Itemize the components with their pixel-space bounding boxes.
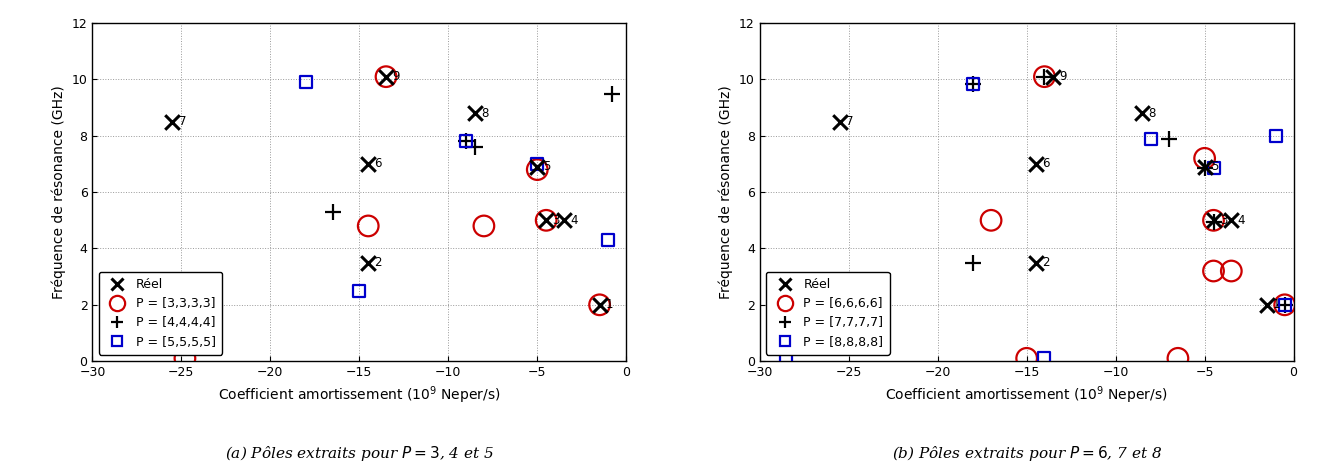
Point — [962, 259, 983, 266]
Point — [1274, 301, 1295, 308]
Point — [553, 217, 574, 224]
Point — [296, 79, 317, 86]
Text: 7: 7 — [846, 115, 854, 128]
Point — [474, 222, 495, 230]
Point — [1203, 217, 1224, 224]
Text: 1: 1 — [606, 298, 614, 311]
Point — [1195, 155, 1216, 162]
Point — [1195, 163, 1216, 170]
Point — [589, 301, 610, 308]
Point — [527, 163, 548, 170]
Point — [465, 110, 486, 117]
Text: 4: 4 — [1238, 214, 1245, 227]
Text: 9: 9 — [392, 70, 400, 83]
Text: 3: 3 — [552, 214, 560, 227]
Y-axis label: Fréquence de résonance (GHz): Fréquence de résonance (GHz) — [719, 85, 734, 299]
Point — [1203, 217, 1224, 224]
Point — [1026, 160, 1047, 168]
Point — [1203, 218, 1224, 225]
Point — [1203, 164, 1224, 172]
Point — [358, 259, 379, 266]
Point — [536, 217, 557, 224]
Point — [1034, 73, 1055, 81]
Point — [602, 90, 623, 97]
Point — [1221, 267, 1242, 275]
Point — [1266, 132, 1287, 139]
Point — [455, 138, 477, 145]
Point — [527, 166, 548, 173]
Point — [962, 80, 983, 88]
Point — [1140, 135, 1162, 142]
Point — [1167, 355, 1188, 362]
X-axis label: Coefficient amortissement (10$^{9}$ Neper/s): Coefficient amortissement (10$^{9}$ Nepe… — [886, 385, 1168, 406]
Point — [829, 118, 850, 125]
Point — [375, 73, 396, 81]
Point — [1257, 301, 1278, 308]
Text: 1: 1 — [1272, 298, 1280, 311]
X-axis label: Coefficient amortissement (10$^{9}$ Neper/s): Coefficient amortissement (10$^{9}$ Nepe… — [218, 385, 500, 406]
Text: (a) Pôles extraits pour $P = 3$, 4 et 5: (a) Pôles extraits pour $P = 3$, 4 et 5 — [224, 444, 494, 463]
Point — [527, 160, 548, 168]
Text: 5: 5 — [544, 160, 550, 173]
Point — [1016, 355, 1038, 362]
Point — [1274, 301, 1295, 308]
Point — [981, 217, 1002, 224]
Text: 8: 8 — [1148, 107, 1156, 120]
Legend: Réel, P = [3,3,3,3], P = [4,4,4,4], P = [5,5,5,5]: Réel, P = [3,3,3,3], P = [4,4,4,4], P = … — [99, 272, 222, 355]
Point — [455, 138, 477, 145]
Point — [589, 301, 610, 308]
Point — [1034, 73, 1055, 81]
Text: 7: 7 — [178, 115, 186, 128]
Text: 6: 6 — [375, 157, 381, 170]
Text: 9: 9 — [1060, 70, 1067, 83]
Text: (b) Pôles extraits pour $P = 6$, 7 et 8: (b) Pôles extraits pour $P = 6$, 7 et 8 — [891, 444, 1162, 463]
Point — [1159, 135, 1180, 142]
Y-axis label: Fréquence de résonance (GHz): Fréquence de résonance (GHz) — [51, 85, 66, 299]
Point — [358, 160, 379, 168]
Point — [162, 118, 183, 125]
Text: 2: 2 — [375, 256, 381, 269]
Text: 5: 5 — [1210, 160, 1218, 173]
Point — [1203, 267, 1224, 275]
Point — [1034, 355, 1055, 362]
Text: 6: 6 — [1041, 157, 1049, 170]
Point — [1026, 259, 1047, 266]
Point — [322, 208, 343, 216]
Point — [1131, 110, 1152, 117]
Point — [375, 73, 396, 81]
Point — [776, 355, 797, 362]
Point — [358, 222, 379, 230]
Text: 8: 8 — [482, 107, 488, 120]
Text: 3: 3 — [1220, 214, 1228, 227]
Legend: Réel, P = [6,6,6,6], P = [7,7,7,7], P = [8,8,8,8]: Réel, P = [6,6,6,6], P = [7,7,7,7], P = … — [766, 272, 890, 355]
Point — [1274, 301, 1295, 308]
Point — [1043, 73, 1064, 81]
Text: 2: 2 — [1041, 256, 1049, 269]
Point — [1221, 217, 1242, 224]
Text: 4: 4 — [570, 214, 578, 227]
Point — [536, 217, 557, 224]
Point — [962, 80, 983, 88]
Point — [348, 287, 370, 294]
Point — [174, 355, 195, 362]
Point — [598, 236, 619, 244]
Point — [465, 144, 486, 151]
Point — [1195, 164, 1216, 172]
